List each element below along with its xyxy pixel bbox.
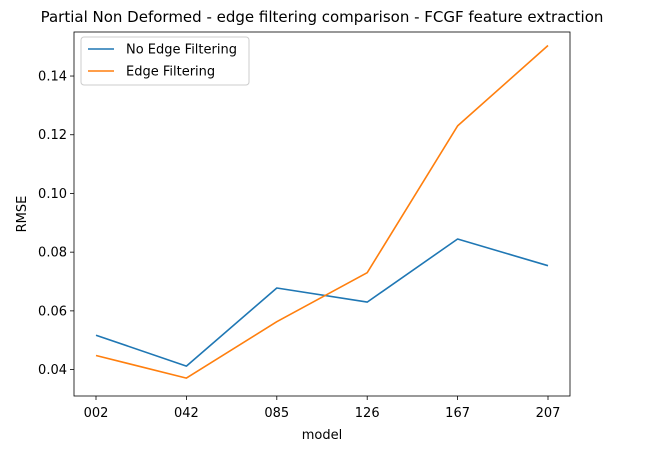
y-tick-label: 0.08	[38, 246, 67, 261]
y-axis: 0.04 0.06 0.08 0.10 0.12 0.14	[38, 70, 74, 378]
x-tick-label: 126	[355, 406, 380, 421]
y-tick-label: 0.12	[38, 128, 67, 143]
series-line-0	[95, 238, 549, 367]
plot-area	[73, 31, 571, 397]
y-tick-label: 0.06	[38, 304, 67, 319]
x-axis-label: model	[302, 428, 342, 443]
x-tick-label: 207	[536, 406, 561, 421]
legend-label-1: Edge Filtering	[126, 65, 215, 80]
x-tick-label: 042	[174, 406, 199, 421]
plot-frame	[73, 31, 571, 397]
y-tick-label: 0.10	[38, 187, 67, 202]
series-layer	[95, 44, 549, 379]
legend-label-0: No Edge Filtering	[126, 43, 237, 58]
y-tick-label: 0.14	[38, 70, 67, 85]
x-tick-label: 002	[84, 406, 109, 421]
legend: No Edge Filtering Edge Filtering	[80, 36, 250, 86]
y-tick-label: 0.04	[38, 363, 67, 378]
chart-title: Partial Non Deformed - edge filtering co…	[41, 8, 604, 26]
x-tick-label: 167	[445, 406, 470, 421]
series-line-1	[95, 44, 549, 379]
legend-box	[80, 36, 250, 86]
x-tick-label: 085	[264, 406, 289, 421]
y-axis-label: RMSE	[15, 196, 30, 233]
x-axis: 002 042 085 126 167 207	[84, 396, 561, 421]
